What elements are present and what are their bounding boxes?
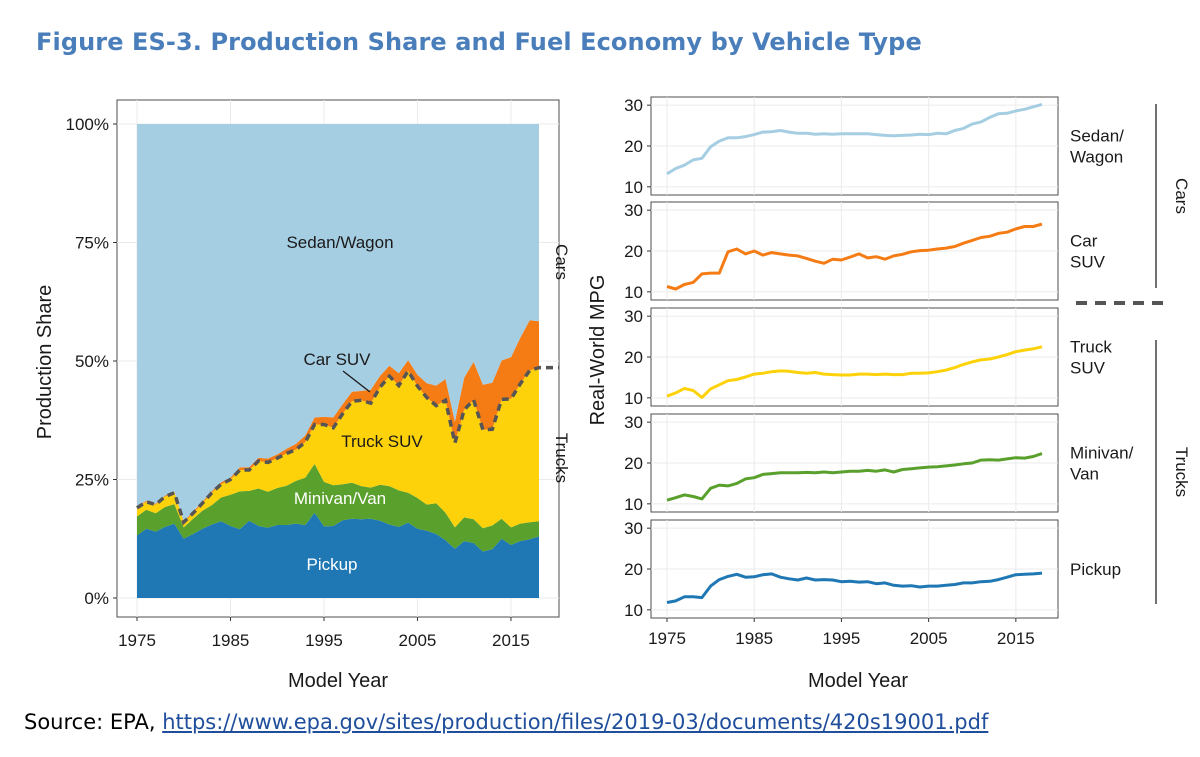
mpg-x-tick-label: 1985 [735, 629, 773, 648]
mpg-y-tick-label: 20 [624, 137, 643, 156]
mpg-y-tick-label: 10 [624, 601, 643, 620]
production-share-and-fuel-economy-chart: 0% 25% 50% 75% 100% 1975 1985 1995 2005 2015 Picku… [34, 96, 1191, 692]
mpg-line-pickup [666, 571, 1043, 604]
mpg-y-tick-label: 10 [624, 283, 643, 302]
share-x-tick-label: 2015 [492, 631, 530, 650]
mpg-line-minivan-van [666, 452, 1043, 502]
source-line: Source: EPA, https://www.epa.gov/sites/p… [24, 710, 988, 734]
mpg-group-label-trucks: Trucks [1172, 447, 1191, 497]
source-link[interactable]: https://www.epa.gov/sites/production/fil… [162, 710, 989, 734]
mpg-y-tick-label: 10 [624, 178, 643, 197]
mpg-y-tick-label: 20 [624, 242, 643, 261]
mpg-x-tick-label: 2005 [910, 629, 948, 648]
mpg-y-axis-title: Real-World MPG [587, 275, 609, 426]
mpg-group-label-cars: Cars [1172, 178, 1191, 214]
mpg-x-tick-label: 2015 [997, 629, 1035, 648]
area-label-minivan-van: Minivan/Van [294, 489, 386, 508]
share-y-axis-title: Production Share [34, 285, 56, 440]
mpg-line-truck-suv [666, 345, 1043, 399]
area-label-truck-suv: Truck SUV [341, 432, 423, 451]
share-x-axis-title: Model Year [288, 670, 388, 692]
mpg-line-sedan-wagon [666, 102, 1043, 176]
mpg-facet-label-truck-suv: Truck [1070, 338, 1112, 357]
share-y-tick-label: 25% [75, 471, 109, 490]
mpg-x-tick-label: 1995 [823, 629, 861, 648]
figure-title: Figure ES-3. Production Share and Fuel E… [36, 28, 922, 56]
car-truck-divider-line [136, 365, 559, 526]
mpg-y-tick-label: 30 [624, 307, 643, 326]
area-truck-suv [137, 367, 539, 529]
mpg-x-tick-label: 1975 [648, 629, 686, 648]
mpg-y-tick-label: 20 [624, 560, 643, 579]
mpg-y-tick-label: 30 [624, 201, 643, 220]
share-y-tick-label: 100% [66, 115, 109, 134]
mpg-y-tick-label: 10 [624, 495, 643, 514]
share-y-tick-label: 50% [75, 352, 109, 371]
share-group-label-cars: Cars [552, 244, 571, 280]
mpg-facet-label-car-suv: SUV [1070, 253, 1106, 272]
mpg-facet-label-truck-suv: SUV [1070, 359, 1106, 378]
share-group-label-trucks: Trucks [552, 433, 571, 483]
mpg-y-tick-label: 30 [624, 96, 643, 115]
mpg-y-tick-label: 30 [624, 413, 643, 432]
mpg-line-car-suv [666, 222, 1043, 291]
mpg-facet-label-sedan-wagon: Wagon [1070, 148, 1123, 167]
mpg-y-tick-label: 20 [624, 348, 643, 367]
mpg-y-tick-label: 30 [624, 519, 643, 538]
mpg-facet-label-car-suv: Car [1070, 232, 1098, 251]
mpg-y-tick-label: 20 [624, 454, 643, 473]
mpg-y-tick-label: 10 [624, 389, 643, 408]
area-minivan-van [137, 463, 539, 552]
car-suv-annotation: Car SUV [303, 350, 371, 369]
share-x-tick-label: 1975 [118, 631, 156, 650]
share-y-tick-label: 0% [84, 589, 109, 608]
share-x-tick-label: 1995 [305, 631, 343, 650]
source-prefix: Source: EPA, [24, 710, 163, 734]
share-x-tick-label: 1985 [212, 631, 250, 650]
share-y-tick-label: 75% [75, 234, 109, 253]
area-label-sedan-wagon: Sedan/Wagon [286, 233, 393, 252]
area-pickup [137, 512, 539, 598]
mpg-facet-label-sedan-wagon: Sedan/ [1070, 127, 1124, 146]
car-suv-annotation-pointer [342, 370, 371, 393]
area-sedan-wagon [137, 124, 539, 522]
mpg-facet-label-minivan-van: Van [1070, 465, 1099, 484]
mpg-facet-label-pickup: Pickup [1070, 560, 1121, 579]
area-label-pickup: Pickup [306, 555, 357, 574]
mpg-x-axis-title: Model Year [808, 670, 908, 692]
share-x-tick-label: 2005 [399, 631, 437, 650]
mpg-facet-label-minivan-van: Minivan/ [1070, 444, 1134, 463]
